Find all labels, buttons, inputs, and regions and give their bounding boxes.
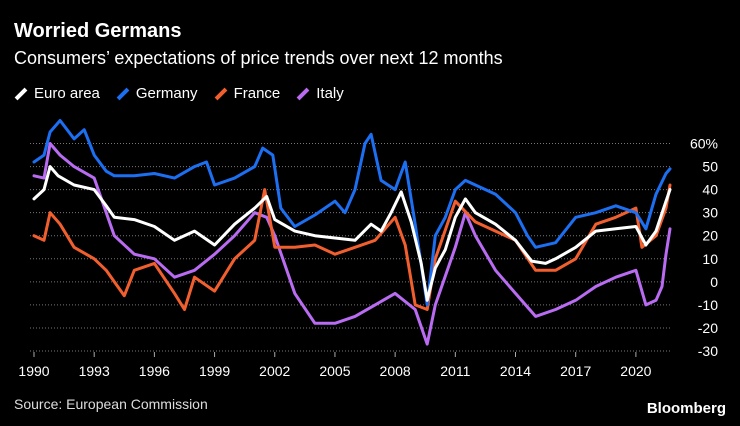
legend: Euro area Germany France Italy bbox=[14, 85, 344, 102]
y-tick-label-5: 20 bbox=[702, 228, 718, 244]
x-tick-label-8: 2014 bbox=[500, 363, 531, 379]
x-tick-label-9: 2017 bbox=[560, 363, 591, 379]
x-tick-label-2: 1996 bbox=[139, 363, 170, 379]
y-tick-label-1: -20 bbox=[698, 320, 718, 336]
legend-label-italy: Italy bbox=[316, 85, 344, 102]
y-tick-label-6: 30 bbox=[702, 205, 718, 221]
chart-subtitle: Consumers’ expectations of price trends … bbox=[14, 48, 503, 68]
legend-label-germany: Germany bbox=[135, 85, 198, 102]
y-tick-label-7: 40 bbox=[702, 182, 718, 198]
x-tick-label-1: 1993 bbox=[79, 363, 110, 379]
y-tick-label-9: 60% bbox=[690, 136, 718, 152]
y-tick-label-0: -30 bbox=[698, 343, 718, 359]
y-tick-label-8: 50 bbox=[702, 159, 718, 175]
series-line-euro-area bbox=[32, 165, 672, 302]
series-line-france bbox=[32, 183, 672, 311]
y-tick-label-2: -10 bbox=[698, 297, 718, 313]
x-tick-label-10: 2020 bbox=[620, 363, 651, 379]
x-tick-label-4: 2002 bbox=[259, 363, 290, 379]
legend-item-italy: Italy bbox=[296, 85, 344, 102]
x-tick-label-0: 1990 bbox=[18, 363, 49, 379]
series-line-italy bbox=[32, 142, 672, 346]
x-tick-label-5: 2005 bbox=[319, 363, 350, 379]
x-tick-label-6: 2008 bbox=[380, 363, 411, 379]
series-line-germany bbox=[32, 119, 672, 307]
x-tick-label-7: 2011 bbox=[440, 363, 470, 379]
y-tick-label-4: 10 bbox=[702, 251, 718, 267]
y-tick-label-3: 0 bbox=[710, 274, 718, 290]
bloomberg-logo: Bloomberg bbox=[646, 400, 726, 417]
legend-item-germany: Germany bbox=[116, 85, 198, 102]
legend-item-france: France bbox=[214, 85, 281, 102]
x-tick-label-3: 1999 bbox=[199, 363, 230, 379]
legend-label-france: France bbox=[233, 85, 281, 102]
source-note: Source: European Commission bbox=[14, 396, 208, 412]
legend-label-euro-area: Euro area bbox=[34, 85, 100, 102]
legend-item-euro-area: Euro area bbox=[14, 85, 100, 102]
chart-title: Worried Germans bbox=[14, 20, 182, 42]
